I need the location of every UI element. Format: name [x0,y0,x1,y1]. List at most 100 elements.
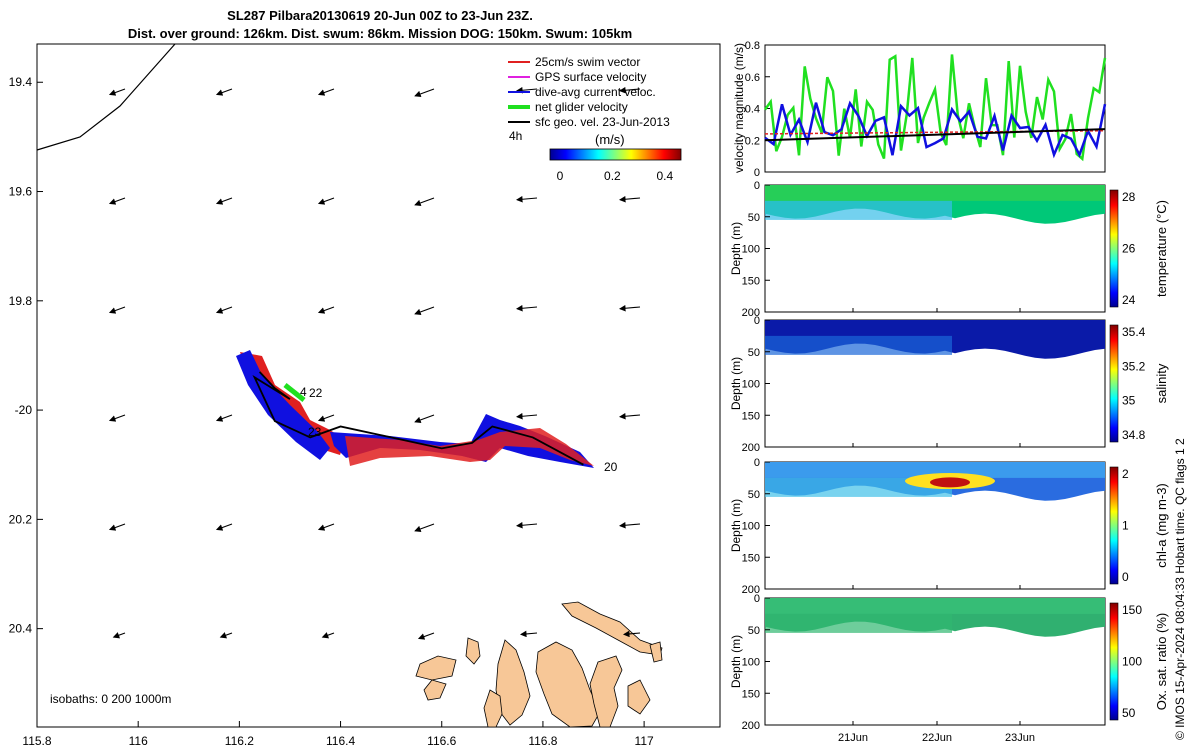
section-colorbar-tick-label: 35 [1122,394,1136,408]
section-mid-layer-temperature [765,200,952,220]
section-colorbar-chla [1109,466,1119,585]
section-colorbar-tick-label: 24 [1122,293,1136,307]
geo-velocity-arrow [108,414,126,422]
geo-velocity-arrow [618,521,641,529]
section-y-tick-label: 0 [754,593,760,605]
map-colorbar-tick-label: 0 [557,169,564,183]
section-y-tick-label: 100 [742,244,760,256]
section-y-tick-label: 50 [748,347,760,359]
section-colorbar-label-chla: chl-a (mg m-3) [1154,483,1169,568]
section-colorbar-tick-label: 100 [1122,655,1142,669]
geo-velocity-arrow [618,304,641,312]
section-y-tick-label: 200 [742,307,760,319]
current-vector-band-west [236,350,330,460]
geo-velocity-arrow [108,523,126,531]
section-colorbar-label-salinity: salinity [1154,363,1169,403]
section-y-tick-label: 50 [748,625,760,637]
net-glider-velocity-segment [283,383,306,402]
section-colorbar-tick-label: 2 [1122,467,1129,481]
legend-label-2: dive-avg current veloc. [535,85,656,99]
time-x-tick-label: 23Jun [1005,732,1035,744]
island [415,655,457,681]
section-y-tick-label: 50 [748,489,760,501]
section-ylabel-temperature: Depth (m) [729,222,743,275]
section-mid-layer-oxygen [765,613,952,633]
section-upper-layer-salinity [765,320,1105,336]
section-y-tick-label: 50 [748,212,760,224]
section-y-tick-label: 150 [742,552,760,564]
geo-velocity-arrow [219,632,233,639]
geo-velocity-arrow [215,88,233,96]
coastline-mainland [36,43,176,151]
map-colorbar-tick-label: 0.4 [656,169,673,183]
section-colorbar-salinity [1109,324,1119,443]
map-x-tick-label: 117 [635,734,654,748]
section-panel-temperature: 0 50 100 150 200 Depth (m) 24 26 28 temperature (… [729,180,1169,319]
section-ylabel-salinity: Depth (m) [729,357,743,410]
geo-velocity-arrow [618,195,641,203]
coastline [36,43,663,728]
section-y-tick-label: 100 [742,657,760,669]
geo-velocity-arrow [317,88,335,96]
island [495,639,531,726]
section-colorbar-oxygen [1109,602,1119,721]
geo-velocity-arrow [618,86,641,94]
track-label-20: 20 [604,460,618,474]
geo-velocity-arrow [215,414,233,422]
section-panel-chla: 0 50 100 150 200 Depth (m) 0 1 2 chl-a (mg m-3) [729,457,1169,596]
map-y-tick-label: 20.4 [9,622,33,636]
map-x-tick-label: 116.4 [326,734,355,748]
section-y-tick-label: 150 [742,410,760,422]
island [423,679,447,701]
velocity-ylabel: velocity magnitude (m/s) [732,43,746,173]
island [589,655,623,728]
section-colorbar-tick-label: 28 [1122,190,1136,204]
legend-label-1: GPS surface velocity [535,70,646,84]
island [535,641,601,728]
geo-velocity-arrow [515,86,538,94]
geo-velocity-arrow [414,88,435,98]
velocity-y-tick-label: 0.2 [745,135,760,147]
velocity-line-net [763,54,1107,162]
map-axis-ticks: 115.8 116 116.2 116.4 116.6 116.8 117 19.4 19.6 1… [9,75,654,748]
map-x-tick-label: 116.6 [427,734,456,748]
section-colorbar-tick-label: 1 [1122,519,1129,533]
map-y-tick-label: -20 [15,403,33,417]
section-y-tick-label: 200 [742,584,760,596]
geo-velocity-arrow [108,197,126,205]
section-panel-salinity: 0 50 100 150 200 Depth (m) 34.8 35 35.2 35.4 salin… [729,315,1169,454]
section-colorbar-label-oxygen: Ox. sat. ratio (%) [1154,613,1169,711]
map-panel: 115.8 116 116.2 116.4 116.6 116.8 117 19.4 19.6 1… [9,43,721,748]
map-x-tick-label: 116 [129,734,148,748]
geo-velocity-arrow [622,630,641,638]
island [465,637,481,665]
copyright-note: © IMOS 15-Apr-2024 08:04:33 Hobart time.… [1173,438,1187,740]
glider-track-line [252,371,584,466]
map-colorbar [549,148,682,161]
island [649,641,663,663]
track-label-23: 23 [308,425,322,439]
legend-label-4: sfc geo. vel. 23-Jun-2013 [535,115,670,129]
section-panel-oxygen: 0 50 100 150 200 Depth (m) 50 100 150 Ox. sat. ra… [729,593,1169,732]
geo-velocity-arrow [515,195,538,203]
geo-velocity-arrow [519,630,538,638]
geo-velocity-arrow [317,306,335,314]
velocity-y-tick-label: 0.4 [745,104,760,116]
chart-title-line2: Dist. over ground: 126km. Dist. swum: 86… [127,26,633,41]
geo-velocity-arrow [515,521,538,529]
velocity-line-geo [764,128,1106,142]
geo-velocity-arrow [108,88,126,96]
geo-velocity-arrow [112,632,126,639]
geo-velocity-arrow [317,523,335,531]
section-ylabel-chla: Depth (m) [729,499,743,552]
geo-velocity-arrow [515,412,538,420]
geo-velocity-arrow [414,523,435,533]
geo-velocity-arrow [515,304,538,312]
section-colorbar-temperature [1109,189,1119,308]
velocity-line-current [764,100,1107,159]
geo-velocity-arrow [215,523,233,531]
velocity-y-tick-label: 0 [754,167,760,179]
